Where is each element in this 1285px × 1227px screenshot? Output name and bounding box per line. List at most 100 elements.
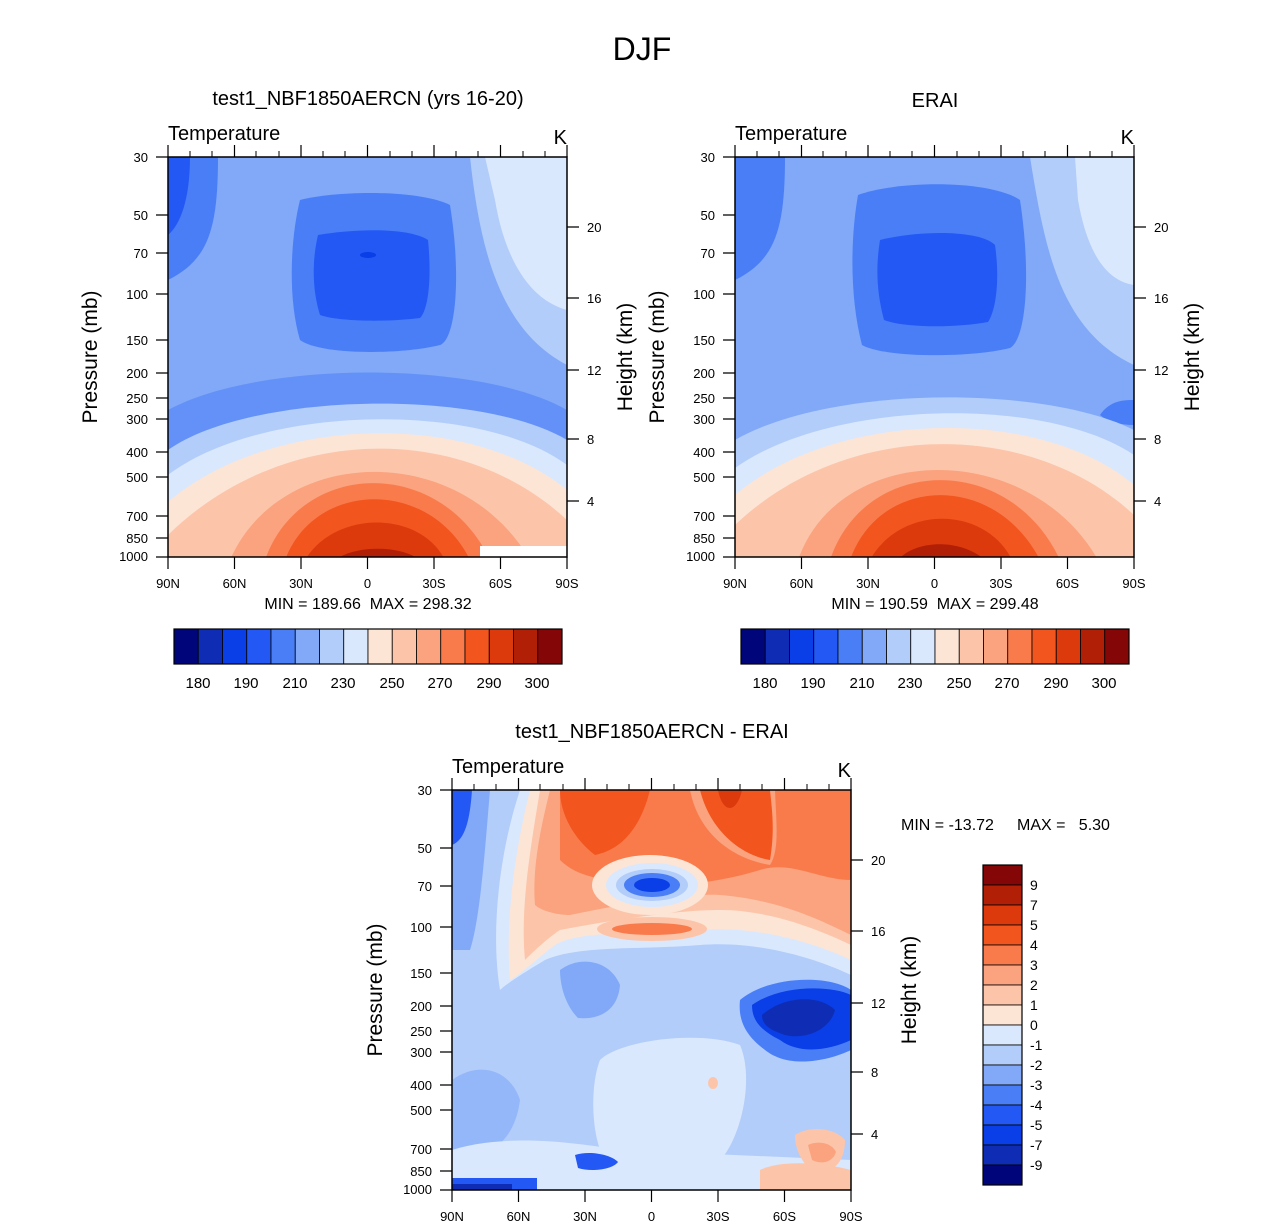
y-tick-label: 850: [410, 1164, 432, 1179]
panel-model-variable: Temperature: [168, 123, 280, 145]
panel-model-stats: MIN = 189.66 MAX = 298.32: [264, 596, 471, 613]
colorbar-label: 190: [233, 675, 258, 692]
panel-diff-field: [452, 790, 851, 1190]
y-tick-label: 70: [418, 879, 432, 894]
panel-obs-ylabel: Pressure (mb): [646, 290, 669, 423]
colorbar-label: 4: [1030, 937, 1038, 953]
panel-diff-ylabel-right: Height (km): [898, 936, 921, 1045]
y-tick-label: 300: [693, 412, 715, 427]
panel-model: test1_NBF1850AERCN (yrs 16-20) Temperatu…: [79, 88, 637, 692]
colorbar-label: 7: [1030, 897, 1038, 913]
y-tick-label: 400: [410, 1078, 432, 1093]
y-tick-label: 1000: [403, 1182, 432, 1197]
panel-model-height-axis: 4 8 12 16 20: [567, 220, 601, 509]
y-tick-label: 70: [134, 246, 148, 261]
x-tick-label: 60S: [1056, 576, 1079, 591]
colorbar-label: 300: [524, 675, 549, 692]
colorbar-label: 2: [1030, 977, 1038, 993]
colorbar-swatch: [416, 628, 442, 665]
height-tick-label: 20: [587, 220, 601, 235]
panel-diff-y-axis: 30 50 70 100 150 200 250 300 400 500 700…: [403, 783, 452, 1197]
colorbar-swatch: [1055, 628, 1081, 665]
colorbar-label: -5: [1030, 1117, 1043, 1133]
colorbar-swatch: [270, 628, 296, 665]
colorbar-label: 180: [185, 675, 210, 692]
colorbar-swatch: [1007, 628, 1033, 665]
height-tick-label: 20: [871, 853, 885, 868]
panel-model-field: [168, 157, 567, 557]
y-tick-label: 700: [693, 509, 715, 524]
colorbar-swatch: [343, 628, 369, 665]
colorbar-label: 3: [1030, 957, 1038, 973]
height-tick-label: 12: [587, 363, 601, 378]
panel-model-ylabel: Pressure (mb): [79, 290, 102, 423]
colorbar-swatch: [982, 884, 1023, 906]
y-tick-label: 50: [418, 841, 432, 856]
panel-obs-ylabel-right: Height (km): [1181, 303, 1204, 412]
colorbar-label: 210: [282, 675, 307, 692]
y-tick-label: 500: [693, 470, 715, 485]
colorbar-swatch: [982, 1064, 1023, 1086]
height-tick-label: 12: [1154, 363, 1168, 378]
colorbar-swatch: [982, 964, 1023, 986]
y-tick-label: 50: [134, 208, 148, 223]
x-tick-label: 60S: [489, 576, 512, 591]
panel-obs-variable: Temperature: [735, 123, 847, 145]
colorbar-label: 9: [1030, 877, 1038, 893]
x-tick-label: 30S: [706, 1209, 729, 1224]
colorbar-swatch: [982, 1104, 1023, 1126]
panel-obs: ERAI Temperature K 30 50 70 100: [646, 90, 1204, 692]
colorbar-swatch: [391, 628, 417, 665]
y-tick-label: 150: [693, 333, 715, 348]
x-tick-label: 90S: [1122, 576, 1145, 591]
y-tick-label: 150: [410, 966, 432, 981]
y-tick-label: 200: [126, 366, 148, 381]
height-tick-label: 8: [587, 432, 594, 447]
colorbar-swatch: [982, 1084, 1023, 1106]
colorbar-swatch: [982, 1144, 1023, 1166]
x-tick-label: 30N: [289, 576, 313, 591]
colorbar-swatch: [222, 628, 248, 665]
x-tick-label: 0: [931, 576, 938, 591]
y-tick-label: 700: [410, 1142, 432, 1157]
y-tick-label: 30: [701, 150, 715, 165]
y-tick-label: 250: [410, 1024, 432, 1039]
x-tick-label: 90S: [839, 1209, 862, 1224]
colorbar-label: -4: [1030, 1097, 1043, 1113]
y-tick-label: 300: [410, 1045, 432, 1060]
colorbar-swatch: [440, 628, 466, 665]
height-tick-label: 12: [871, 996, 885, 1011]
height-tick-label: 8: [871, 1065, 878, 1080]
panel-obs-y-axis: 30 50 70 100 150 200 250 300 400 500 700…: [686, 150, 735, 564]
y-tick-label: 200: [693, 366, 715, 381]
y-tick-label: 100: [126, 287, 148, 302]
panel-model-units: K: [554, 127, 568, 149]
x-tick-label: 90N: [723, 576, 747, 591]
y-tick-label: 150: [126, 333, 148, 348]
colorbar-label: 250: [379, 675, 404, 692]
panel-diff-title: test1_NBF1850AERCN - ERAI: [515, 721, 788, 743]
colorbar-label: -9: [1030, 1157, 1043, 1173]
colorbar-swatch: [934, 628, 960, 665]
y-tick-label: 30: [418, 783, 432, 798]
panel-model-colorbar: 180 190 210 230 250 270 290 300: [173, 628, 563, 692]
colorbar-label: 5: [1030, 917, 1038, 933]
colorbar-label: -7: [1030, 1137, 1043, 1153]
colorbar-label: 290: [1043, 675, 1068, 692]
colorbar-swatch: [464, 628, 490, 665]
height-tick-label: 4: [1154, 494, 1161, 509]
colorbar-swatch: [861, 628, 887, 665]
colorbar-swatch: [982, 1024, 1023, 1046]
panel-model-y-axis: 30 50 70 100 150 200 250 300 400 500 700…: [119, 150, 168, 564]
colorbar-swatch: [513, 628, 539, 665]
colorbar-label: 250: [946, 675, 971, 692]
y-tick-label: 30: [134, 150, 148, 165]
colorbar-label: 190: [800, 675, 825, 692]
x-tick-label: 30S: [989, 576, 1012, 591]
height-tick-label: 20: [1154, 220, 1168, 235]
panel-diff-height-axis: 4 8 12 16 20: [851, 853, 885, 1142]
panel-diff-stats-min: MIN = -13.72: [901, 817, 994, 834]
colorbar-swatch: [294, 628, 320, 665]
colorbar-label: 230: [330, 675, 355, 692]
